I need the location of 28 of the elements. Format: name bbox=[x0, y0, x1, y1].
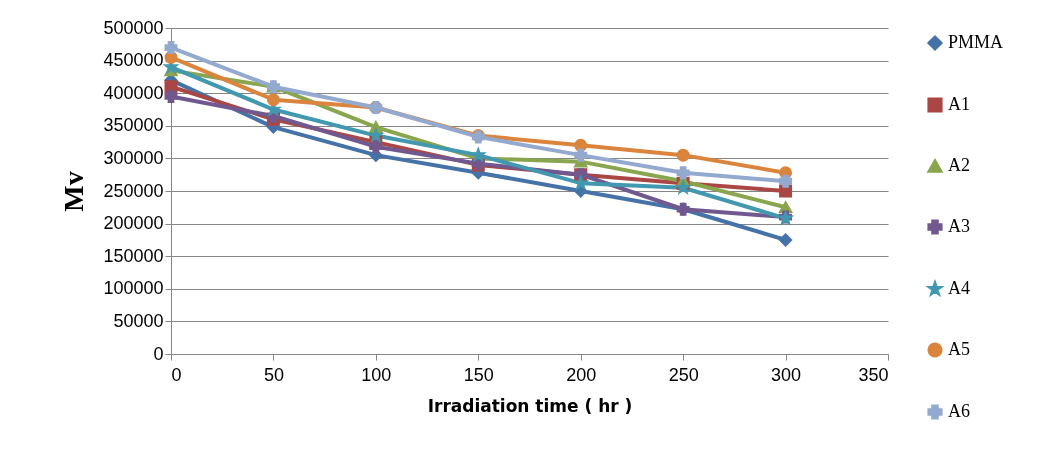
y-tick-label: 150000 bbox=[103, 245, 164, 266]
x-tick-label: 350 bbox=[858, 364, 889, 385]
y-tick-label: 250000 bbox=[103, 180, 164, 201]
y-axis-title: Mv bbox=[58, 171, 90, 212]
y-tick-label: 350000 bbox=[103, 115, 164, 136]
y-tick-label: 400000 bbox=[103, 82, 164, 103]
legend-label: A1 bbox=[948, 94, 970, 114]
legend-label: A2 bbox=[948, 155, 970, 175]
legend-label: PMMA bbox=[948, 32, 1004, 52]
legend-label: A6 bbox=[948, 401, 970, 421]
legend-label: A3 bbox=[948, 216, 970, 236]
y-tick-label: 450000 bbox=[103, 50, 164, 71]
y-tick-label: 300000 bbox=[103, 147, 164, 168]
y-tick-label: 100000 bbox=[103, 278, 164, 299]
x-tick-label: 200 bbox=[566, 364, 597, 385]
y-tick-label: 500000 bbox=[103, 17, 164, 38]
y-tick-label: 0 bbox=[153, 343, 164, 364]
x-axis-title: Irradiation time ( hr ) bbox=[427, 395, 633, 416]
legend-label: A4 bbox=[948, 278, 970, 298]
x-tick-label: 100 bbox=[361, 364, 392, 385]
x-tick-label: 250 bbox=[668, 364, 699, 385]
y-tick-label: 50000 bbox=[113, 310, 164, 331]
x-tick-label: 300 bbox=[771, 364, 802, 385]
x-tick-label: 0 bbox=[171, 364, 182, 385]
legend-label: A5 bbox=[948, 339, 970, 359]
x-tick-label: 50 bbox=[263, 364, 284, 385]
x-tick-label: 150 bbox=[463, 364, 494, 385]
y-tick-label: 200000 bbox=[103, 213, 164, 234]
